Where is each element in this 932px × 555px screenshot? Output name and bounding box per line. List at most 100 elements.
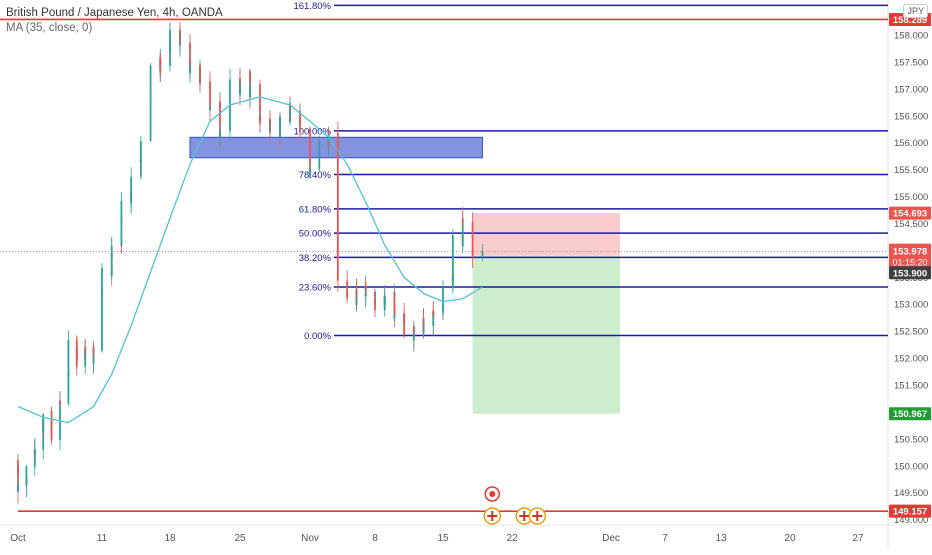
event-marker-dot: [489, 491, 496, 497]
current-price-label-bg: [889, 243, 931, 270]
candle-body: [249, 84, 251, 98]
support-price-label-bg: [889, 504, 931, 518]
candle-body: [67, 340, 70, 350]
candle-body: [84, 355, 87, 359]
candle-body: [149, 98, 152, 125]
support-price-label: 149.157: [893, 507, 927, 518]
y-tick-label: 149.500: [894, 488, 928, 499]
candle-body: [403, 328, 406, 335]
candle-body: [412, 333, 415, 341]
candle-body: [50, 422, 53, 441]
y-tick-label: 151.500: [894, 381, 928, 392]
stop-price-label: 154.693: [893, 209, 927, 220]
candle-body: [67, 368, 70, 377]
time-axis-panel: [0, 525, 932, 550]
current-price-label: 153.978: [893, 247, 927, 258]
fib-level-label: 100.00%: [293, 126, 331, 137]
y-tick-label: 152.000: [894, 354, 928, 365]
x-tick-label: Oct: [10, 533, 26, 544]
candle-body: [279, 117, 281, 126]
candle-body: [101, 267, 103, 293]
candle-body: [33, 449, 36, 451]
x-tick-label: 15: [437, 533, 449, 544]
candle-body: [92, 350, 95, 352]
candle-body: [25, 466, 28, 483]
countdown-label: 01:15:20: [892, 258, 927, 268]
x-tick-label: 18: [164, 533, 176, 544]
fib-level-label: 61.80%: [299, 204, 332, 215]
y-tick-label: 156.500: [894, 111, 928, 122]
y-tick-label: 155.000: [894, 192, 928, 203]
candle-body: [169, 33, 171, 53]
y-tick-label: 150.000: [894, 461, 928, 472]
candle-body: [169, 55, 171, 66]
candle-body: [336, 196, 339, 225]
candle-body: [209, 107, 211, 110]
candle-body: [336, 241, 339, 281]
candle-body: [199, 76, 201, 82]
candle-body: [481, 251, 484, 258]
candle-body: [432, 310, 435, 314]
y-tick-label: 152.500: [894, 327, 928, 338]
candle-body: [364, 293, 367, 297]
candle-body: [229, 104, 231, 113]
candle-body: [318, 141, 321, 149]
x-tick-label: 11: [97, 533, 108, 544]
candle-body: [393, 302, 396, 314]
x-tick-label: 22: [506, 533, 518, 544]
candle-body: [346, 293, 349, 298]
fib-level-label: 0.00%: [304, 331, 331, 342]
indicator-label[interactable]: MA (35, close, 0): [6, 22, 93, 34]
x-tick-label: 13: [715, 533, 727, 544]
candle-body: [239, 78, 241, 81]
chart-legend: British Pound / Japanese Yen, 4h, OANDA …: [6, 6, 223, 36]
y-tick-label: 155.500: [894, 165, 928, 176]
candle-body: [42, 414, 45, 432]
candle-body: [299, 120, 301, 132]
candle-body: [149, 124, 152, 138]
stop-price-label-bg: [889, 206, 931, 220]
candle-body: [229, 112, 231, 114]
candle-body: [101, 303, 103, 331]
candle-body: [442, 288, 444, 297]
currency-badge[interactable]: JPY: [903, 4, 928, 18]
candle-body: [309, 169, 311, 177]
fib-level-label: 38.20%: [299, 253, 332, 264]
candle-body: [130, 187, 133, 189]
candle-body: [289, 110, 291, 116]
stop-loss-zone[interactable]: [472, 213, 620, 256]
resistance-price-label: 158.289: [893, 15, 927, 26]
entry-price-label-bg: [889, 266, 931, 280]
candle-body: [59, 400, 61, 404]
candle-body: [269, 122, 271, 124]
candle-body: [120, 200, 123, 219]
candle-body: [67, 349, 70, 369]
candle-body: [159, 57, 162, 66]
candle-body: [179, 43, 181, 45]
x-tick-label: Dec: [602, 533, 620, 544]
candle-body: [17, 486, 19, 492]
candle-body: [422, 318, 425, 323]
candle-body: [259, 84, 261, 103]
y-tick-label: 156.000: [894, 138, 928, 149]
candle-body: [327, 130, 330, 133]
y-tick-label: 157.000: [894, 84, 928, 95]
entry-price-label: 153.900: [893, 268, 927, 279]
y-tick-label: 150.500: [894, 434, 928, 445]
candle-body: [383, 297, 386, 305]
candle-body: [130, 176, 133, 188]
candle-body: [259, 116, 261, 124]
candle-body: [451, 257, 454, 276]
y-tick-label: 153.000: [894, 300, 928, 311]
candle-body: [355, 290, 358, 292]
candle-body: [169, 29, 171, 36]
x-tick-label: Nov: [301, 533, 319, 544]
candle-body: [219, 130, 221, 138]
symbol-title[interactable]: British Pound / Japanese Yen, 4h, OANDA: [6, 7, 223, 19]
candle-body: [461, 218, 464, 222]
y-tick-label: 158.000: [894, 31, 928, 42]
moving-average-line[interactable]: [17, 96, 483, 424]
fib-level-label: 161.80%: [293, 1, 331, 12]
